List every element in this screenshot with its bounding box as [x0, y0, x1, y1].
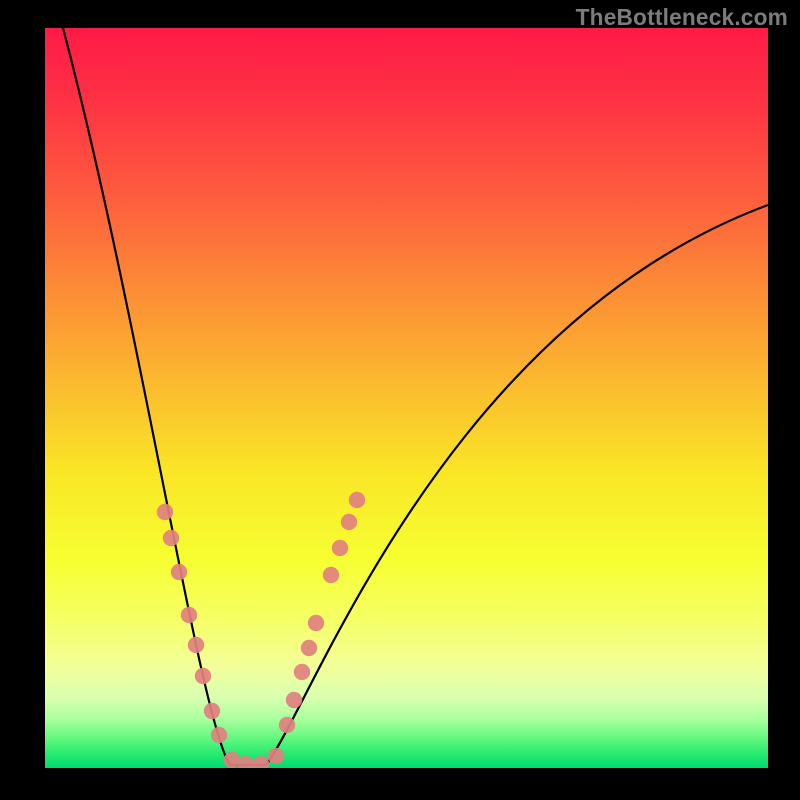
data-marker	[279, 717, 295, 733]
chart-stage: TheBottleneck.com	[0, 0, 800, 800]
data-marker	[224, 752, 240, 768]
data-marker	[332, 540, 348, 556]
data-marker	[211, 727, 227, 743]
data-marker	[204, 703, 220, 719]
data-marker	[195, 668, 211, 684]
data-marker	[349, 492, 365, 508]
data-marker	[341, 514, 357, 530]
data-marker	[323, 567, 339, 583]
data-marker	[308, 615, 324, 631]
chart-svg	[0, 0, 800, 800]
data-marker	[157, 504, 173, 520]
plot-background	[45, 28, 768, 768]
data-marker	[294, 664, 310, 680]
data-marker	[163, 530, 179, 546]
data-marker	[181, 607, 197, 623]
data-marker	[268, 748, 284, 764]
data-marker	[301, 640, 317, 656]
data-marker	[171, 564, 187, 580]
data-marker	[188, 637, 204, 653]
data-marker	[286, 692, 302, 708]
